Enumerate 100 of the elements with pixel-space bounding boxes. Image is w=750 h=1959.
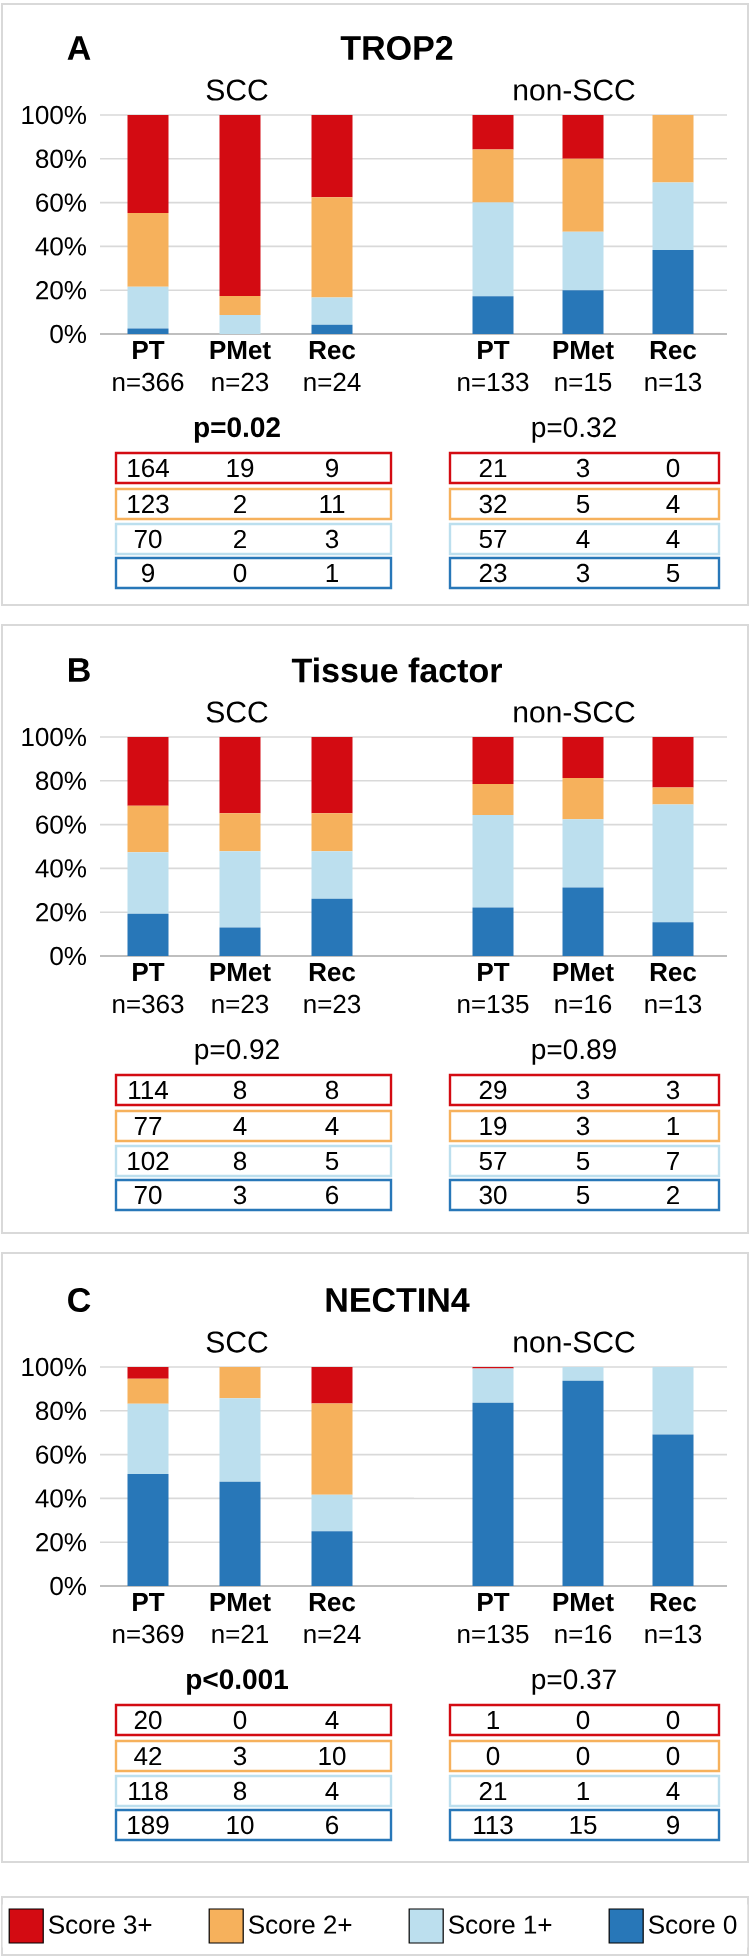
legend-label: Score 1+ bbox=[448, 1915, 552, 1934]
x-tick-label: PMet n=16 bbox=[553, 1593, 614, 1644]
bar bbox=[127, 1367, 169, 1379]
chart-title: NECTIN4 bbox=[326, 1287, 470, 1313]
text: 1 bbox=[667, 1117, 679, 1135]
bar bbox=[652, 737, 694, 788]
y-tick-label: 40% bbox=[35, 1489, 87, 1508]
bar bbox=[472, 149, 514, 203]
bar bbox=[472, 296, 514, 335]
x-tick-label: Rec n=13 bbox=[645, 1593, 702, 1644]
bar bbox=[127, 1403, 169, 1474]
text: 6 bbox=[326, 1185, 339, 1205]
x-tick-label: PT n=135 bbox=[458, 963, 529, 1014]
chart-subtitle: non-SCC bbox=[514, 701, 635, 723]
bar bbox=[311, 813, 353, 852]
y-tick-label: 100% bbox=[22, 727, 87, 747]
bar bbox=[472, 1368, 514, 1403]
text: 3 bbox=[576, 458, 590, 478]
text: 3 bbox=[325, 529, 339, 549]
text: 5 bbox=[576, 1185, 590, 1205]
chart-subtitle: non-SCC bbox=[514, 1331, 635, 1353]
x-tick-label: PT n=369 bbox=[113, 1593, 184, 1644]
text: 4 bbox=[233, 1117, 247, 1135]
bar bbox=[127, 115, 169, 214]
y-tick-label: 40% bbox=[35, 859, 87, 878]
bar bbox=[652, 1367, 694, 1435]
text: 114 bbox=[129, 1081, 168, 1099]
text: 3 bbox=[233, 1185, 247, 1205]
text: 15 bbox=[570, 1815, 597, 1835]
bar bbox=[219, 851, 261, 928]
text: 32 bbox=[479, 494, 507, 514]
x-tick-label: PT n=133 bbox=[458, 341, 529, 392]
text: 29 bbox=[479, 1080, 507, 1100]
bar bbox=[562, 115, 604, 159]
y-tick-label: 100% bbox=[22, 1357, 87, 1377]
text: 4 bbox=[325, 1117, 339, 1135]
text: 42 bbox=[134, 1746, 162, 1766]
x-tick-label: PT n=135 bbox=[458, 1593, 529, 1644]
bar bbox=[219, 1481, 261, 1587]
text: p=0.89 bbox=[532, 1039, 616, 1065]
bar bbox=[472, 737, 514, 785]
legend-label: Score 3+ bbox=[49, 1915, 152, 1934]
bar bbox=[652, 787, 694, 805]
text: 10 bbox=[319, 1746, 346, 1766]
text: 8 bbox=[233, 1151, 247, 1171]
chart-subtitle: SCC bbox=[206, 1331, 268, 1353]
bar bbox=[311, 297, 353, 325]
text: 57 bbox=[479, 529, 507, 549]
bar bbox=[127, 1378, 169, 1404]
bar bbox=[219, 115, 261, 296]
bar bbox=[127, 913, 169, 957]
text: 0 bbox=[666, 458, 680, 478]
bar bbox=[311, 115, 353, 198]
text: 2 bbox=[234, 494, 246, 514]
x-tick-label: Rec n=13 bbox=[645, 341, 702, 392]
y-tick-label: 80% bbox=[36, 149, 87, 169]
bar bbox=[311, 1367, 353, 1404]
text: 57 bbox=[479, 1151, 507, 1171]
text: 118 bbox=[129, 1781, 168, 1801]
x-tick-label: Rec n=24 bbox=[304, 1593, 361, 1643]
x-tick-label: Rec n=13 bbox=[645, 963, 702, 1014]
text: 5 bbox=[576, 1151, 590, 1171]
text: 0 bbox=[576, 1746, 590, 1766]
x-tick-label: PMet n=15 bbox=[553, 341, 614, 392]
bar bbox=[127, 286, 169, 329]
chart-subtitle: SCC bbox=[206, 701, 268, 723]
text: 113 bbox=[474, 1815, 513, 1835]
text: 0 bbox=[576, 1710, 590, 1730]
text: 3 bbox=[576, 563, 590, 583]
text: 77 bbox=[134, 1117, 162, 1135]
y-tick-label: 20% bbox=[36, 281, 87, 300]
text: 8 bbox=[325, 1080, 339, 1100]
x-tick-label: PT n=366 bbox=[113, 341, 184, 392]
bar bbox=[562, 887, 604, 957]
text: 9 bbox=[666, 1815, 680, 1835]
y-tick-label: 80% bbox=[36, 1401, 87, 1421]
bar bbox=[127, 328, 169, 335]
x-tick-label: Rec n=23 bbox=[304, 963, 361, 1014]
bar bbox=[127, 1473, 169, 1587]
x-tick-label: PT n=363 bbox=[113, 963, 184, 1014]
text: 9 bbox=[141, 563, 155, 583]
bar bbox=[219, 295, 261, 315]
text: 19 bbox=[480, 1116, 507, 1136]
y-tick-label: 0% bbox=[50, 946, 87, 966]
bar bbox=[652, 249, 694, 335]
text: 21 bbox=[479, 1781, 507, 1801]
bar bbox=[472, 115, 514, 150]
text: p=0.92 bbox=[195, 1039, 279, 1065]
text: 0 bbox=[233, 563, 247, 583]
x-tick-label: PMet n=23 bbox=[210, 341, 271, 392]
bar bbox=[652, 804, 694, 923]
text: 164 bbox=[128, 458, 169, 478]
text: 0 bbox=[486, 1746, 500, 1766]
bar bbox=[562, 778, 604, 820]
bar bbox=[562, 290, 604, 335]
text: 0 bbox=[666, 1710, 680, 1730]
y-tick-label: 60% bbox=[36, 1445, 87, 1464]
text: 0 bbox=[233, 1710, 247, 1730]
bar bbox=[472, 784, 514, 815]
text: 8 bbox=[233, 1080, 247, 1100]
